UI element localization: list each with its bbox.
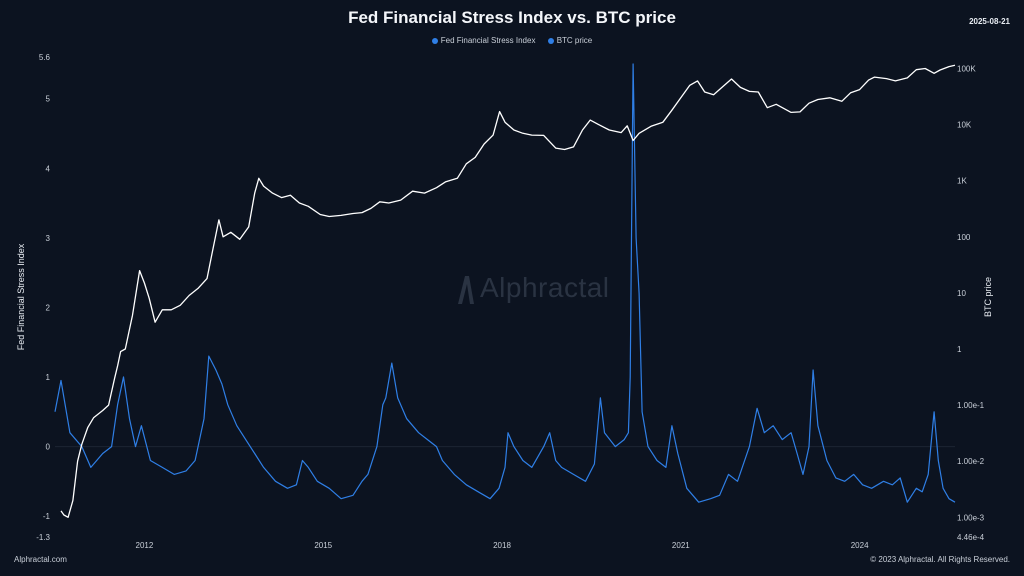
watermark: Alphractal bbox=[456, 272, 610, 306]
right-tick-label: 100K bbox=[957, 64, 976, 73]
right-tick-label: 1 bbox=[957, 345, 962, 354]
right-tick-label: 10 bbox=[957, 289, 966, 298]
legend-dot-icon bbox=[547, 37, 554, 44]
footer-source[interactable]: Alphractal.com bbox=[14, 555, 67, 564]
chart-date: 2025-08-21 bbox=[969, 17, 1010, 26]
right-tick-label: 1K bbox=[957, 177, 967, 186]
left-axis-label: Fed Financial Stress Index bbox=[16, 243, 26, 350]
left-tick-label: 0 bbox=[46, 443, 51, 452]
legend-dot-icon bbox=[431, 37, 438, 44]
right-tick-label: 1.00e-3 bbox=[957, 513, 985, 522]
right-axis-label: BTC price bbox=[983, 277, 993, 317]
left-tick-label: 5 bbox=[46, 95, 51, 104]
left-tick-label: 4 bbox=[46, 164, 51, 173]
left-tick-label: 3 bbox=[46, 234, 51, 243]
footer-copyright: © 2023 Alphractal. All Rights Reserved. bbox=[870, 555, 1010, 564]
btc-price-line[interactable] bbox=[60, 64, 956, 518]
x-tick-label: 2012 bbox=[136, 541, 154, 550]
series-layer bbox=[54, 63, 956, 518]
left-tick-label: 1 bbox=[46, 373, 51, 382]
right-tick-label: 1.00e-2 bbox=[957, 457, 985, 466]
left-tick-label: 2 bbox=[46, 303, 51, 312]
right-tick-label: 10K bbox=[957, 121, 972, 130]
x-tick-label: 2021 bbox=[672, 541, 690, 550]
right-axis-ticks: 100K 10K 1K 100 10 1 1.00e-1 1.00e-2 1.00e-3 4.46… bbox=[957, 64, 985, 542]
x-tick-label: 2015 bbox=[314, 541, 332, 550]
left-axis-ticks: 5.6 5 4 3 2 1 0 -1 -1.3 bbox=[36, 53, 50, 542]
left-tick-label: -1.3 bbox=[36, 533, 50, 542]
legend-item-btc[interactable]: BTC price bbox=[547, 36, 593, 45]
left-tick-label: -1 bbox=[43, 512, 51, 521]
watermark-text: Alphractal bbox=[480, 272, 610, 303]
x-tick-label: 2018 bbox=[493, 541, 511, 550]
legend-label-stress: Fed Financial Stress Index bbox=[440, 36, 536, 45]
legend-label-btc: BTC price bbox=[556, 36, 593, 45]
alphractal-logo-icon bbox=[458, 275, 474, 304]
chart-title: Fed Financial Stress Index vs. BTC price bbox=[348, 8, 676, 27]
right-tick-label: 1.00e-1 bbox=[957, 401, 985, 410]
right-tick-label: 100 bbox=[957, 233, 971, 242]
x-axis-ticks: 2012 2015 2018 2021 2024 bbox=[136, 541, 870, 550]
x-tick-label: 2024 bbox=[851, 541, 869, 550]
left-tick-label: 5.6 bbox=[39, 53, 51, 62]
right-tick-label: 4.46e-4 bbox=[957, 533, 985, 542]
legend-item-stress[interactable]: Fed Financial Stress Index bbox=[431, 36, 536, 45]
legend: Fed Financial Stress Index BTC price bbox=[0, 36, 1024, 45]
stress-index-line[interactable] bbox=[54, 63, 956, 503]
